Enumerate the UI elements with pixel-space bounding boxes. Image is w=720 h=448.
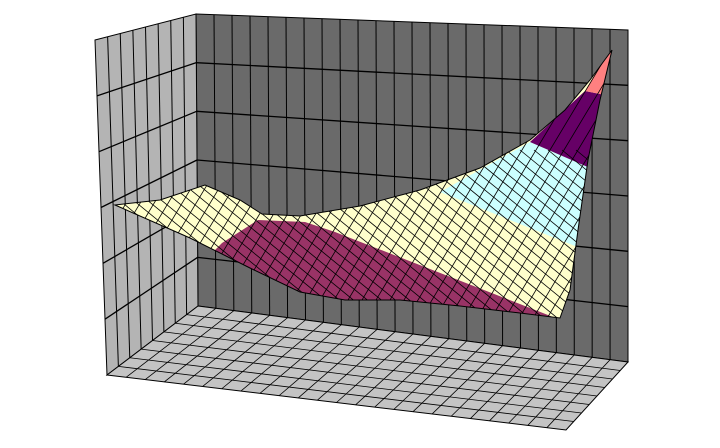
surface-mesh-line (632, 150, 720, 330)
surface-mesh-line (0, 150, 12, 330)
surface-mesh-line (0, 40, 42, 340)
surface-outline (113, 49, 613, 319)
surface-mesh-line (646, 40, 720, 340)
surface-mesh-line (0, 40, 56, 340)
floor-gridline (118, 365, 574, 422)
side-wall-gridline (100, 159, 198, 209)
surface-band-magenta (215, 220, 565, 318)
surface-mesh-line (435, 50, 612, 318)
surface-mesh-line (0, 40, 14, 340)
surface-mesh-line (533, 149, 612, 318)
surface-mesh-line (0, 150, 110, 330)
back-wall-gridline (196, 62, 629, 86)
surface-mesh-line (463, 149, 612, 318)
floor-gridline (129, 357, 582, 414)
floor-gridline (141, 348, 590, 405)
surface-mesh-line (435, 149, 612, 318)
side-wall-gridline (104, 256, 199, 320)
surface-mesh-line (0, 40, 112, 340)
surface-band-cyan (440, 142, 612, 250)
side-wall-gridline (96, 62, 197, 97)
floor-gridline (152, 340, 598, 397)
surface-mesh-line (0, 40, 84, 340)
surface-mesh-line (0, 150, 40, 330)
surface-mesh-line (505, 149, 612, 318)
surface-mesh-line (0, 150, 82, 330)
surface-mesh-line (0, 40, 28, 340)
surface-mesh-line (449, 149, 612, 318)
surface-mesh-line (0, 40, 70, 340)
surface-mesh-line (618, 40, 720, 340)
surface-mesh-line (491, 50, 612, 318)
surface-mesh-line (533, 50, 612, 318)
floor-gridline (186, 314, 621, 371)
floor-gridline (175, 322, 613, 380)
surface-mesh-line (0, 40, 98, 340)
surface-mesh-line (646, 150, 720, 330)
surface-mesh-line (463, 50, 612, 318)
surface-mesh-line (477, 50, 612, 318)
surface-mesh-line (0, 150, 26, 330)
surface-mesh-line (0, 150, 96, 330)
surface-mesh-line (449, 50, 612, 318)
surface-mesh-line (0, 150, 68, 330)
floor-gridline (163, 331, 605, 388)
surface-mesh-line (618, 150, 720, 330)
side-wall-gridline (98, 110, 197, 153)
surface-mesh-line (0, 150, 54, 330)
surface-mesh-line (632, 40, 720, 340)
surface-mesh-line (519, 149, 612, 318)
